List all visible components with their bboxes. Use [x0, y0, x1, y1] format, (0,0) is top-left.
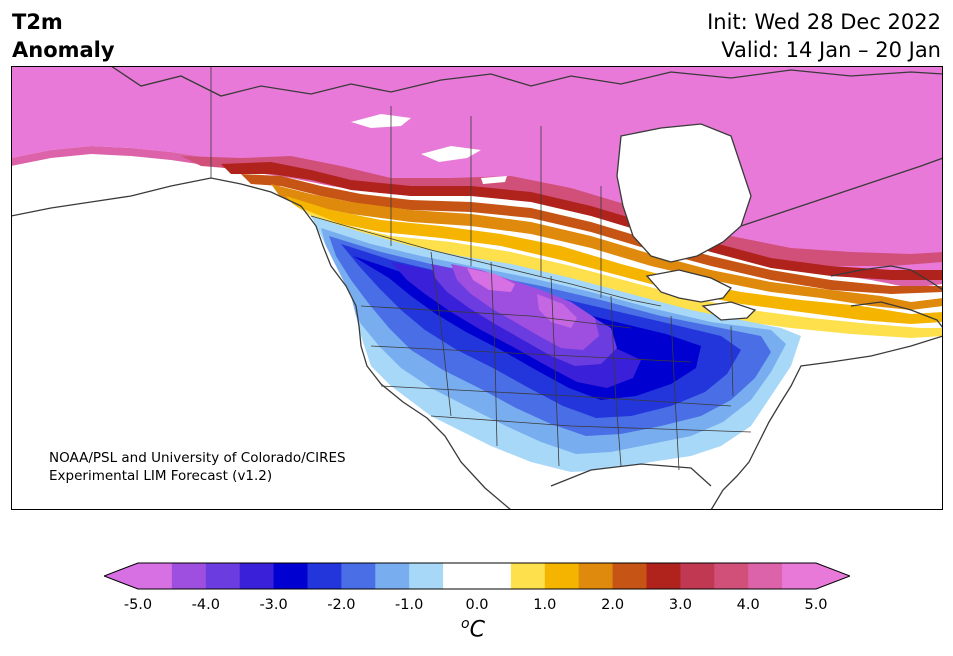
colorbar-cell [680, 563, 715, 589]
colorbar-cell [239, 563, 275, 589]
colorbar-cell [510, 563, 546, 589]
colorbar-tick-label: -5.0 [123, 597, 153, 613]
atlantic-ocean [671, 336, 943, 510]
map-title: T2m Anomaly [12, 8, 115, 64]
coastlines [11, 66, 943, 510]
colorbar-tick-label: 4.0 [736, 597, 760, 613]
colorbar-tick-label: 2.0 [601, 597, 625, 613]
colorbar-tick-label: 1.0 [533, 597, 557, 613]
colorbar-cell [646, 563, 681, 589]
valid-range: Valid: 14 Jan – 20 Jan [721, 38, 941, 62]
colorbar-cell [375, 563, 410, 589]
colorbar-tick-label: -1.0 [395, 597, 424, 613]
forecast-dates: Init: Wed 28 Dec 2022 Valid: 14 Jan – 20… [707, 8, 941, 64]
pacific-ocean [11, 190, 511, 510]
colorbar-tick-label: -3.0 [259, 597, 288, 613]
colorbar-cell [748, 563, 783, 589]
colorbar-cell [409, 563, 444, 589]
colorbar-extend-min [104, 563, 138, 589]
colorbar-cell [612, 563, 647, 589]
colorbar-cell [205, 563, 241, 589]
colorbar-tick-label: -4.0 [191, 597, 220, 613]
colorbar-cell [714, 563, 749, 589]
gulf-of-mexico [551, 464, 711, 510]
anomaly-map [11, 66, 943, 510]
colorbar-cell [341, 563, 376, 589]
colorbar-cell [578, 563, 614, 589]
colorbar-cell [171, 563, 207, 589]
colorbar-cell [273, 563, 308, 589]
variable-subtitle: Anomaly [12, 38, 115, 62]
colorbar-cell [477, 563, 512, 589]
colorbar-unit: oC [461, 616, 485, 643]
credit-text: NOAA/PSL and University of Colorado/CIRE… [49, 449, 346, 485]
colorbar-tick-label: 3.0 [668, 597, 692, 613]
colorbar-tick-label: 0.0 [465, 597, 489, 613]
colorbar-cell [782, 563, 817, 589]
political-borders [210, 66, 752, 471]
colorbar-cell [544, 563, 580, 589]
colorbar-tick-label: -2.0 [327, 597, 356, 613]
init-date: Init: Wed 28 Dec 2022 [707, 10, 941, 34]
colorbar-extend-max [816, 563, 850, 589]
colorbar-cell [307, 563, 342, 589]
colorbar [104, 562, 850, 590]
hudson-bay [617, 124, 751, 262]
variable-name: T2m [12, 10, 63, 34]
colorbar-cell [443, 563, 478, 589]
colorbar-cell [138, 563, 173, 589]
credit-line-2: Experimental LIM Forecast (v1.2) [49, 468, 273, 484]
colorbar-tick-label: 5.0 [804, 597, 828, 613]
credit-line-1: NOAA/PSL and University of Colorado/CIRE… [49, 450, 346, 466]
